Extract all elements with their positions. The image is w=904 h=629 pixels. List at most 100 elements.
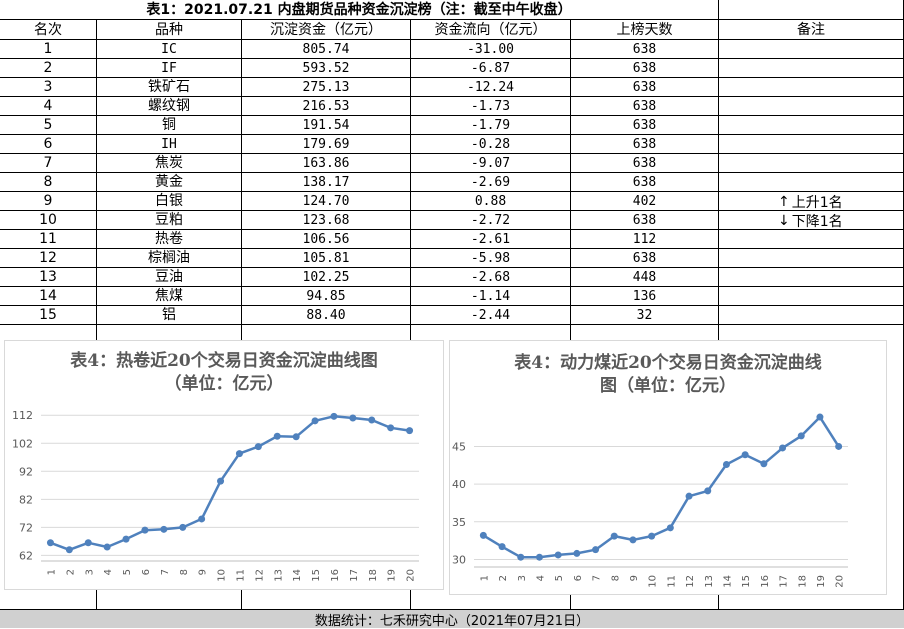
y-tick-label: 30 xyxy=(452,553,466,566)
fund-flow-cell: -12.24 xyxy=(411,78,571,97)
remark-cell xyxy=(719,306,904,325)
x-tick-label: 12 xyxy=(254,569,265,582)
x-tick-label: 8 xyxy=(610,575,621,581)
variety-cell: 棕榈油 xyxy=(97,249,242,268)
x-tick-label: 15 xyxy=(311,569,322,582)
header-rank: 名次 xyxy=(0,20,97,40)
variety-cell: IF xyxy=(97,59,242,78)
y-tick-label: 45 xyxy=(452,440,466,453)
x-tick-label: 5 xyxy=(122,569,133,575)
data-point xyxy=(122,535,130,543)
days-on-list-cell: 402 xyxy=(571,192,719,211)
variety-cell: 铜 xyxy=(97,116,242,135)
variety-cell: 豆粕 xyxy=(97,211,242,230)
data-point xyxy=(103,543,111,551)
x-tick-label: 1 xyxy=(479,575,490,581)
chart2-title-line1: 表4：动力煤近20个交易日资金沉淀曲线 xyxy=(514,353,822,373)
variety-cell: 铁矿石 xyxy=(97,78,242,97)
days-on-list-cell: 638 xyxy=(571,211,719,230)
data-point xyxy=(254,443,262,451)
x-tick-label: 17 xyxy=(779,575,790,588)
header-variety: 品种 xyxy=(97,20,242,40)
data-point xyxy=(235,450,243,458)
data-point xyxy=(517,553,525,561)
variety-cell: 热卷 xyxy=(97,230,242,249)
days-on-list-cell: 638 xyxy=(571,135,719,154)
data-point xyxy=(330,412,338,420)
data-point xyxy=(573,549,581,557)
settled-funds-cell: 593.52 xyxy=(242,59,411,78)
y-tick-label: 40 xyxy=(452,478,466,491)
data-point xyxy=(779,444,787,452)
remark-up: ↑ 上升1名 xyxy=(778,192,843,212)
fund-flow-cell: -1.73 xyxy=(411,97,571,116)
y-tick-label: 62 xyxy=(19,549,33,562)
remark-cell xyxy=(719,135,904,154)
remark-cell xyxy=(719,287,904,306)
data-point xyxy=(65,546,73,554)
settled-funds-cell: 105.81 xyxy=(242,249,411,268)
y-tick-label: 35 xyxy=(452,516,466,529)
rank-cell: 6 xyxy=(0,135,97,154)
x-tick-label: 16 xyxy=(330,569,341,582)
fund-flow-cell: 0.88 xyxy=(411,192,571,211)
data-point xyxy=(648,532,656,540)
x-tick-label: 5 xyxy=(554,575,565,581)
x-tick-label: 20 xyxy=(406,569,417,582)
days-on-list-cell: 448 xyxy=(571,268,719,287)
variety-cell: 豆油 xyxy=(97,268,242,287)
rank-cell: 4 xyxy=(0,97,97,116)
data-point xyxy=(141,526,149,534)
x-tick-label: 4 xyxy=(103,569,114,575)
thermal-coal-chart: 表4：动力煤近20个交易日资金沉淀曲线 图（单位：亿元） 30 35 40 45 1 2 3… xyxy=(449,340,887,595)
fund-flow-cell: -6.87 xyxy=(411,59,571,78)
data-point xyxy=(704,487,712,495)
rank-cell: 15 xyxy=(0,306,97,325)
remark-cell xyxy=(719,154,904,173)
rank-cell: 7 xyxy=(0,154,97,173)
arrow-down-icon: ↓ xyxy=(778,213,790,229)
variety-cell: 黄金 xyxy=(97,173,242,192)
variety-cell: 螺纹钢 xyxy=(97,97,242,116)
x-tick-label: 2 xyxy=(498,575,509,581)
x-tick-label: 7 xyxy=(592,575,603,581)
rank-cell: 1 xyxy=(0,40,97,59)
x-tick-label: 8 xyxy=(179,569,190,575)
data-point xyxy=(741,451,749,459)
data-point xyxy=(273,432,281,440)
data-point xyxy=(479,531,487,539)
x-tick-label: 11 xyxy=(666,575,677,588)
title-row-blank-cell xyxy=(719,0,904,20)
x-tick-label: 13 xyxy=(273,569,284,582)
fund-flow-cell: -31.00 xyxy=(411,40,571,59)
x-tick-label: 12 xyxy=(685,575,696,588)
days-on-list-cell: 638 xyxy=(571,173,719,192)
x-tick-label: 3 xyxy=(517,575,528,581)
y-tick-label: 72 xyxy=(19,521,33,534)
rank-cell: 12 xyxy=(0,249,97,268)
rank-cell: 10 xyxy=(0,211,97,230)
data-point xyxy=(84,539,92,547)
data-point xyxy=(797,432,805,440)
remark-cell xyxy=(719,97,904,116)
remark-cell xyxy=(719,230,904,249)
rank-cell: 14 xyxy=(0,287,97,306)
x-tick-label: 14 xyxy=(722,575,733,588)
rank-cell: 13 xyxy=(0,268,97,287)
header-remark: 备注 xyxy=(719,20,904,40)
hot-rolled-coil-chart: 表4：热卷近20个交易日资金沉淀曲线图 （单位：亿元） 62 72 82 92 102 1… xyxy=(4,340,444,590)
remark-cell xyxy=(719,116,904,135)
days-on-list-cell: 112 xyxy=(571,230,719,249)
fund-flow-cell: -5.98 xyxy=(411,249,571,268)
header-settled-funds: 沉淀资金（亿元） xyxy=(242,20,411,40)
header-days-on-list: 上榜天数 xyxy=(571,20,719,40)
data-point xyxy=(592,546,600,554)
settled-funds-cell: 138.17 xyxy=(242,173,411,192)
x-tick-label: 6 xyxy=(141,569,152,575)
fund-flow-cell: -1.79 xyxy=(411,116,571,135)
data-point xyxy=(535,553,543,561)
remark-cell xyxy=(719,173,904,192)
